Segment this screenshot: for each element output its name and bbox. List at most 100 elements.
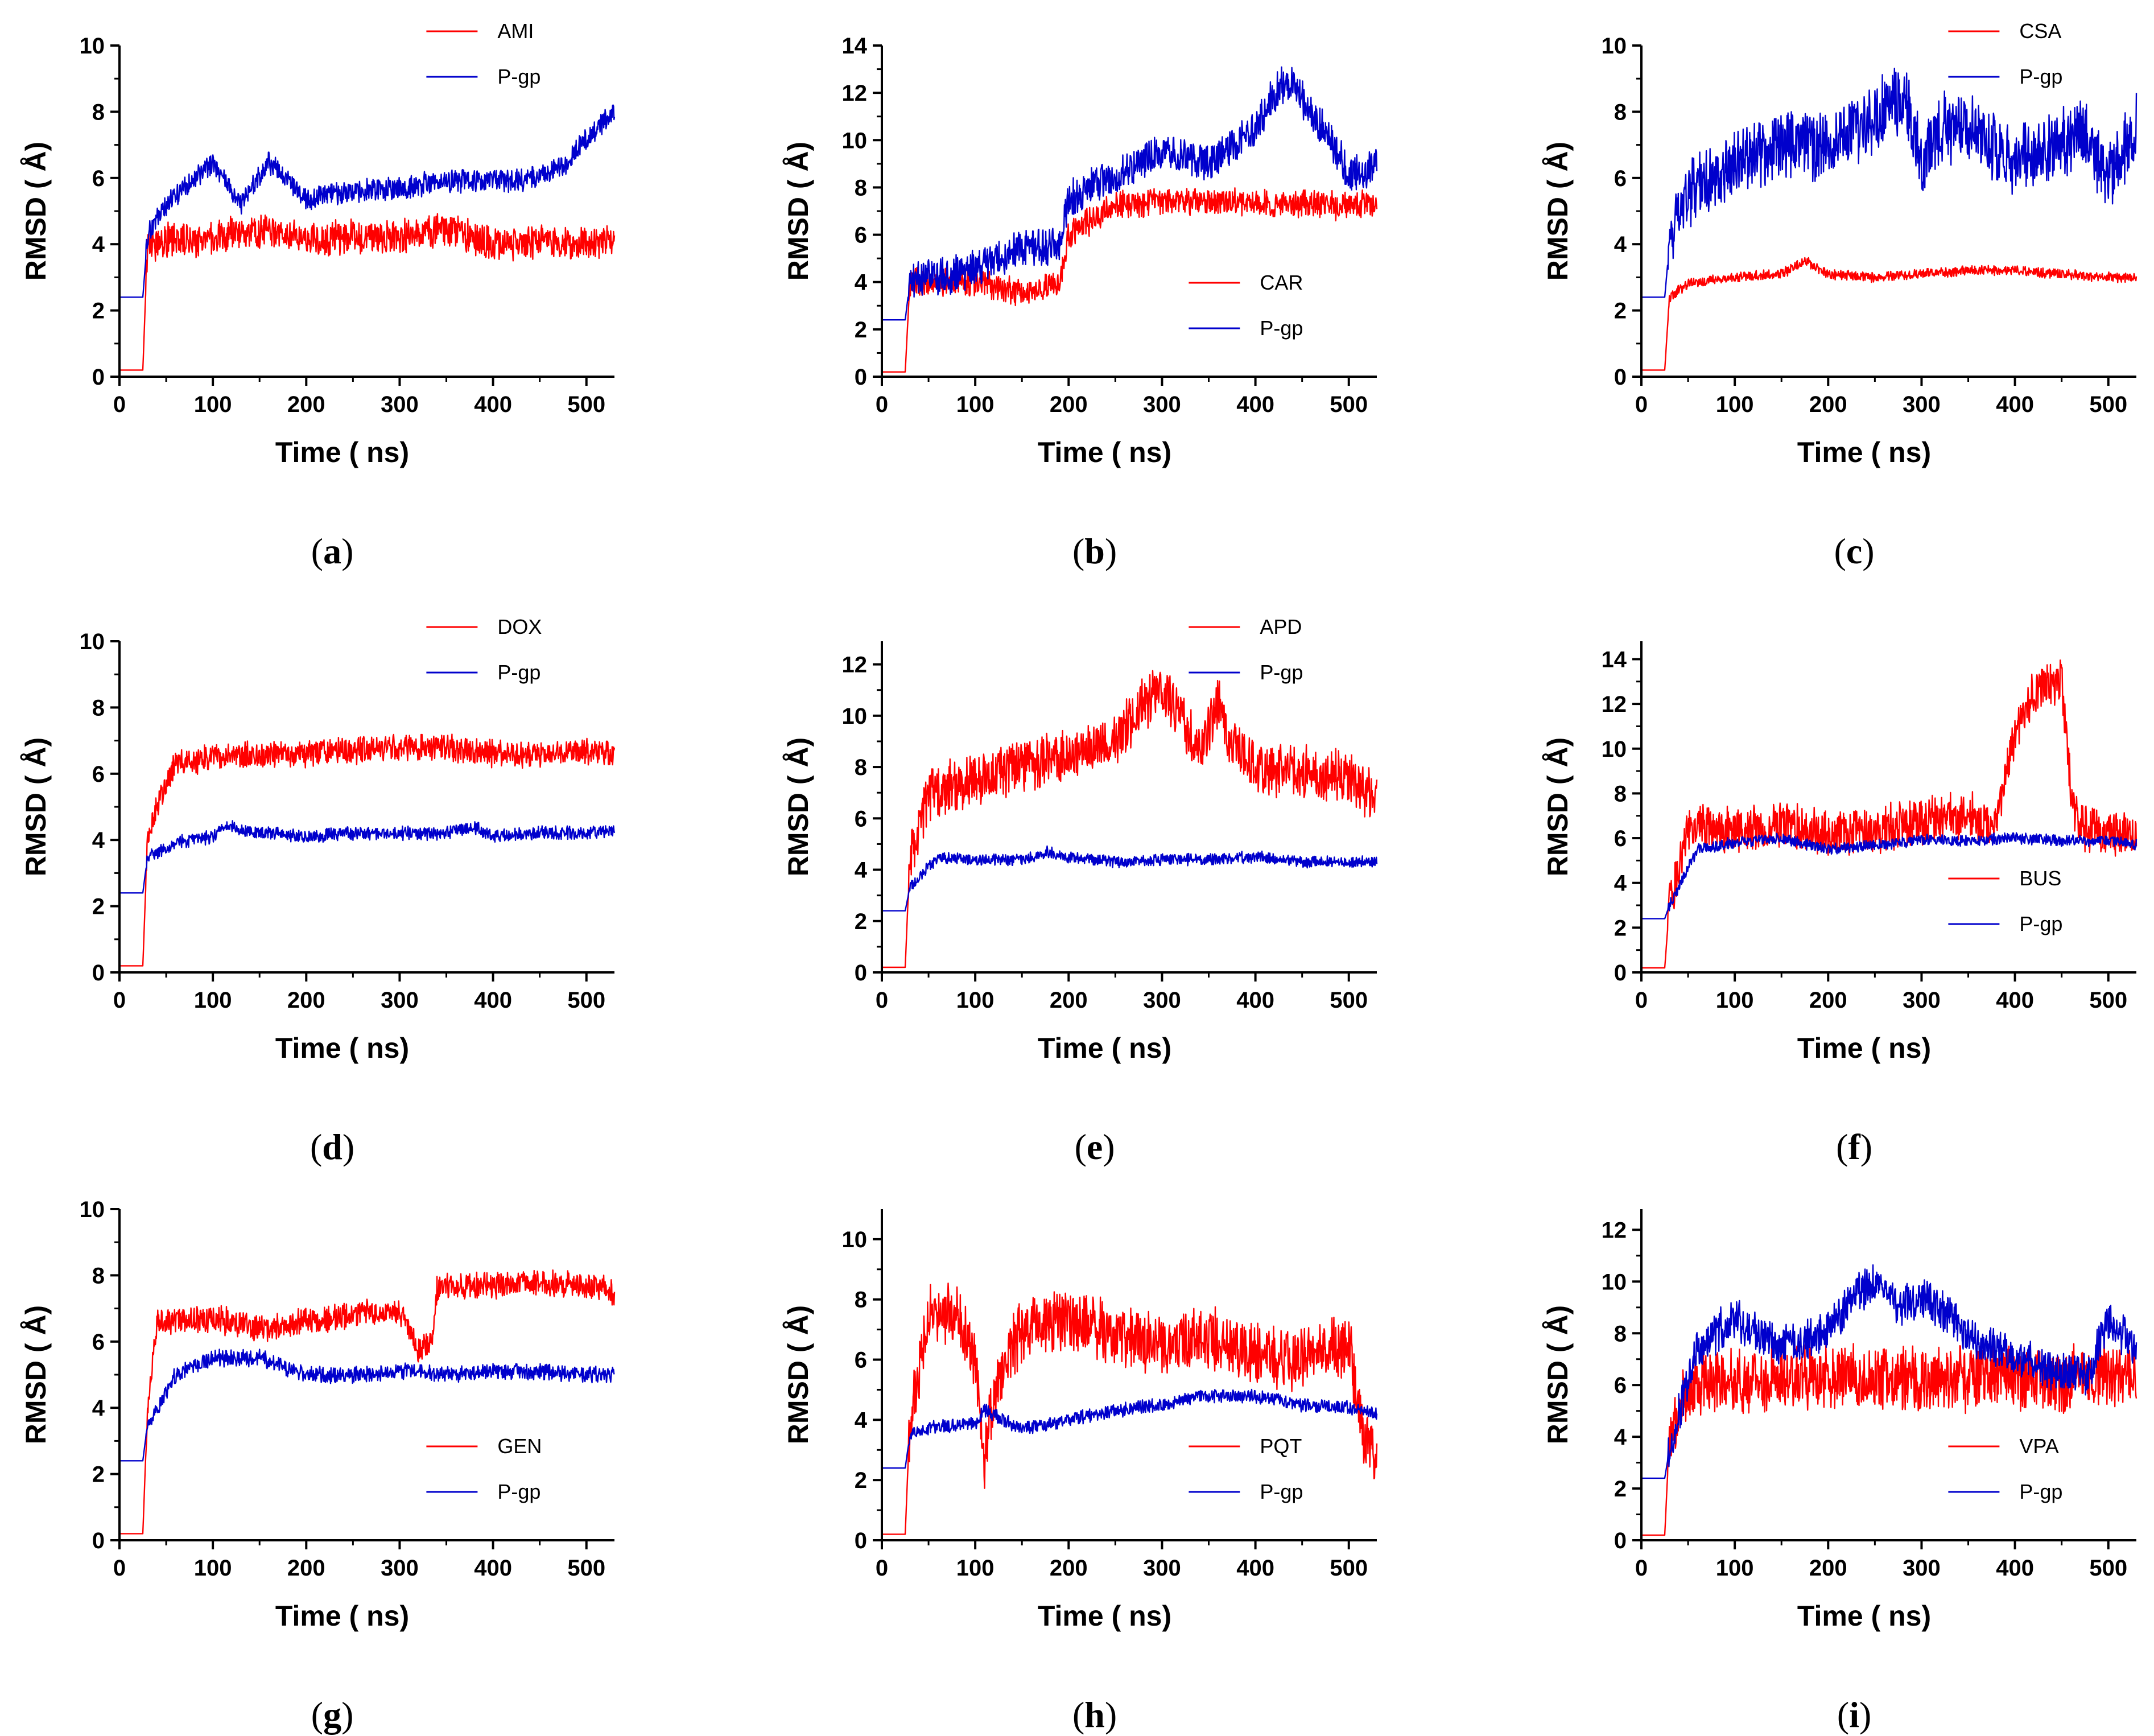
series-line-e-p-gp — [881, 845, 1378, 912]
chart-panel-d: 0 2 4 6 8 10 0 100 200 300 400 500 Time ( ns) RMSD ( … — [6, 615, 757, 1168]
y-tick-label: 10 — [842, 128, 868, 153]
x-tick-label: 500 — [2089, 1556, 2127, 1581]
x-tick-label: 0 — [1635, 1556, 1648, 1581]
legend-label: P-gp — [497, 1480, 540, 1503]
legend-label: PQT — [1260, 1434, 1302, 1458]
x-tick-label: 0 — [1635, 988, 1648, 1013]
y-tick-label: 10 — [80, 34, 105, 59]
y-tick-label: 4 — [1614, 232, 1627, 257]
x-tick-label: 200 — [1809, 1556, 1847, 1581]
y-tick-label: 10 — [1602, 1269, 1627, 1294]
y-tick-label: 4 — [1614, 1425, 1627, 1450]
panel-label: (f) — [1836, 1127, 1873, 1167]
panel-label: (d) — [310, 1127, 355, 1167]
x-tick-label: 300 — [1903, 392, 1941, 417]
panel-label: (b) — [1072, 531, 1117, 571]
y-tick-label: 0 — [855, 960, 867, 985]
panel-label: (a) — [311, 531, 354, 571]
legend-label: VPA — [2019, 1434, 2058, 1458]
x-tick-label: 400 — [1236, 1556, 1274, 1581]
series-line-g-gen — [119, 1269, 616, 1535]
legend: DOX P-gp — [426, 615, 542, 684]
y-tick-label: 0 — [1614, 365, 1627, 390]
legend-label: GEN — [497, 1434, 542, 1458]
legend: APD P-gp — [1189, 615, 1303, 684]
y-tick-label: 12 — [842, 81, 868, 106]
y-tick-label: 8 — [1614, 100, 1627, 125]
x-tick-label: 300 — [1903, 1556, 1941, 1581]
x-axis-title: Time ( ns) — [1038, 1600, 1171, 1632]
chart-panel-g: 0 2 4 6 8 10 0 100 200 300 400 500 Time ( ns) RMSD ( … — [6, 1197, 757, 1735]
y-axis-title: RMSD ( Å) — [782, 737, 814, 876]
y-tick-label: 10 — [80, 1197, 105, 1222]
x-axis-title: Time ( ns) — [1797, 1032, 1931, 1064]
y-tick-label: 2 — [92, 299, 105, 324]
y-tick-label: 12 — [1602, 1218, 1627, 1243]
y-tick-label: 0 — [92, 960, 105, 985]
series-line-i-vpa — [1641, 1339, 2138, 1536]
y-tick-label: 6 — [855, 1348, 867, 1373]
series-line-h-pqt — [881, 1283, 1378, 1535]
y-tick-label: 2 — [92, 894, 105, 919]
x-tick-label: 400 — [1236, 988, 1274, 1013]
legend-label: DOX — [497, 615, 542, 638]
x-tick-label: 100 — [1716, 392, 1754, 417]
series-line-h-p-gp — [881, 1388, 1378, 1469]
x-tick-label: 500 — [567, 392, 605, 417]
chart-svg-i: 0 2 4 6 8 10 12 0 100 200 300 400 500 Time ( ns) RMSD … — [1542, 1209, 2138, 1632]
y-tick-label: 6 — [855, 223, 867, 248]
legend: AMI P-gp — [426, 19, 540, 88]
y-tick-label: 10 — [80, 629, 105, 654]
y-tick-label: 6 — [92, 1330, 105, 1355]
x-tick-label: 300 — [381, 392, 419, 417]
chart-panel-b: 0 2 4 6 8 10 12 14 0 100 200 300 400 500 Time ( ns) RMS… — [768, 34, 1519, 572]
panel-label: (g) — [311, 1694, 354, 1735]
y-tick-label: 2 — [855, 909, 867, 934]
x-tick-label: 0 — [876, 392, 888, 417]
x-axis-title: Time ( ns) — [1038, 436, 1171, 468]
series-line-f-p-gp — [1641, 832, 2138, 919]
x-tick-label: 0 — [113, 1556, 126, 1581]
y-tick-label: 0 — [92, 365, 105, 390]
x-tick-label: 500 — [567, 1556, 605, 1581]
y-tick-label: 10 — [1602, 34, 1627, 59]
x-axis-title: Time ( ns) — [1797, 1600, 1931, 1632]
y-tick-label: 14 — [842, 34, 868, 59]
y-tick-label: 4 — [1614, 871, 1627, 896]
legend-label: APD — [1260, 615, 1302, 638]
y-tick-label: 12 — [1602, 692, 1627, 717]
series-line-d-dox — [119, 733, 616, 967]
x-tick-label: 300 — [381, 1556, 419, 1581]
x-tick-label: 400 — [1996, 1556, 2034, 1581]
x-tick-label: 400 — [474, 988, 512, 1013]
legend: PQT P-gp — [1189, 1434, 1303, 1503]
y-tick-label: 2 — [855, 317, 867, 343]
y-tick-label: 8 — [855, 175, 867, 200]
legend-label: CAR — [1260, 271, 1303, 294]
series-line-c-csa — [1641, 257, 2138, 371]
x-tick-label: 200 — [287, 988, 325, 1013]
y-tick-label: 10 — [842, 704, 868, 729]
x-tick-label: 0 — [113, 392, 126, 417]
chart-panel-c: 0 2 4 6 8 10 0 100 200 300 400 500 Time ( ns) RMSD ( … — [1528, 19, 2154, 572]
panel-label: (i) — [1837, 1694, 1872, 1735]
x-axis-title: Time ( ns) — [275, 1600, 409, 1632]
x-tick-label: 200 — [1809, 392, 1847, 417]
series-line-a-p-gp — [119, 104, 616, 298]
x-tick-label: 100 — [1716, 988, 1754, 1013]
series-line-i-p-gp — [1641, 1264, 2138, 1479]
x-axis-title: Time ( ns) — [275, 436, 409, 468]
x-tick-label: 0 — [113, 988, 126, 1013]
y-tick-label: 4 — [855, 1408, 868, 1433]
y-tick-label: 8 — [92, 695, 105, 720]
x-tick-label: 300 — [381, 988, 419, 1013]
chart-panel-f: 0 2 4 6 8 10 12 14 0 100 200 300 400 500 Time ( ns) RMS… — [1528, 638, 2154, 1168]
x-tick-label: 0 — [876, 1556, 888, 1581]
legend-label: P-gp — [1260, 661, 1303, 684]
x-tick-label: 200 — [1050, 392, 1088, 417]
chart-svg-e: 0 2 4 6 8 10 12 0 100 200 300 400 500 Time ( ns) RMSD … — [782, 615, 1378, 1064]
